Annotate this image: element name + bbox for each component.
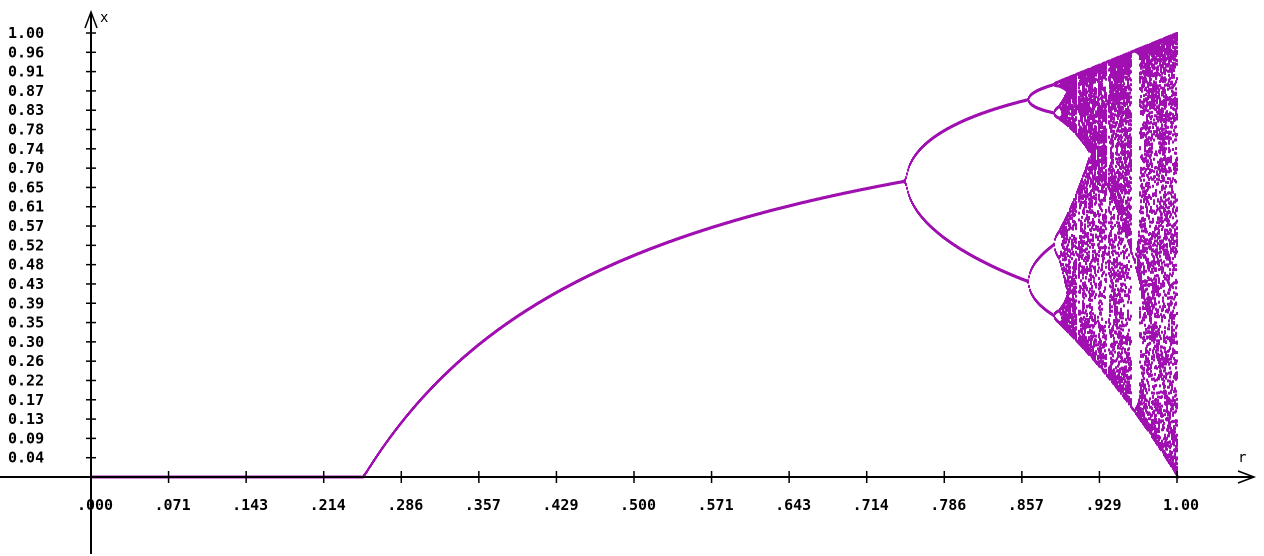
y-tick-label: 0.70 (8, 159, 44, 177)
x-tick-label: .429 (542, 496, 578, 514)
x-axis-label: r (1238, 450, 1246, 466)
y-tick-label: 0.78 (8, 121, 44, 139)
x-tick-label: .929 (1085, 496, 1121, 514)
x-ticks: .000 .071 .143 .214 .286 .357 .429 .500 .571 .643… (77, 471, 1199, 514)
x-tick-label: .286 (387, 496, 423, 514)
y-axis-label: x (100, 10, 108, 26)
y-tick-label: 0.30 (8, 333, 44, 351)
y-tick-label: 0.13 (8, 410, 44, 428)
x-tick-label: .143 (232, 496, 268, 514)
x-tick-label: .000 (77, 496, 113, 514)
y-tick-label: 0.96 (8, 43, 44, 61)
x-tick-label: .786 (930, 496, 966, 514)
y-tick-label: 0.39 (8, 294, 44, 312)
y-tick-label: 0.74 (8, 140, 44, 158)
y-tick-label: 0.57 (8, 217, 44, 235)
x-tick-label: .071 (155, 496, 191, 514)
data-points (91, 32, 1179, 479)
x-tick-label: .643 (775, 496, 811, 514)
y-tick-label: 0.22 (8, 371, 44, 389)
y-tick-label: 0.52 (8, 236, 44, 254)
bifurcation-series (91, 32, 1179, 479)
x-tick-label: .357 (465, 496, 501, 514)
x-tick-label: 1.00 (1163, 496, 1199, 514)
y-tick-label: 0.48 (8, 256, 44, 274)
x-tick-label: .857 (1008, 496, 1044, 514)
y-tick-label: 0.87 (8, 82, 44, 100)
y-tick-label: 0.83 (8, 101, 44, 119)
y-tick-label: 0.04 (8, 449, 44, 467)
x-tick-label: .714 (853, 496, 889, 514)
y-tick-label: 0.17 (8, 391, 44, 409)
y-tick-label: 0.26 (8, 352, 44, 370)
x-axis-arrow (1237, 470, 1257, 484)
y-tick-label: 0.91 (8, 63, 44, 81)
y-tick-label: 0.09 (8, 429, 44, 447)
y-tick-label: 0.35 (8, 314, 44, 332)
x-tick-label: .214 (310, 496, 346, 514)
x-tick-label: .500 (620, 496, 656, 514)
y-tick-label: 0.65 (8, 178, 44, 196)
y-tick-label: 0.61 (8, 198, 44, 216)
y-ticks: 0.04 0.090.130.17 0.220.260.300.35 0.390.43… (8, 24, 96, 467)
y-tick-label: 0.43 (8, 275, 44, 293)
x-tick-label: .571 (698, 496, 734, 514)
y-tick-label: 1.00 (8, 24, 44, 42)
y-axis-arrow (84, 9, 98, 29)
